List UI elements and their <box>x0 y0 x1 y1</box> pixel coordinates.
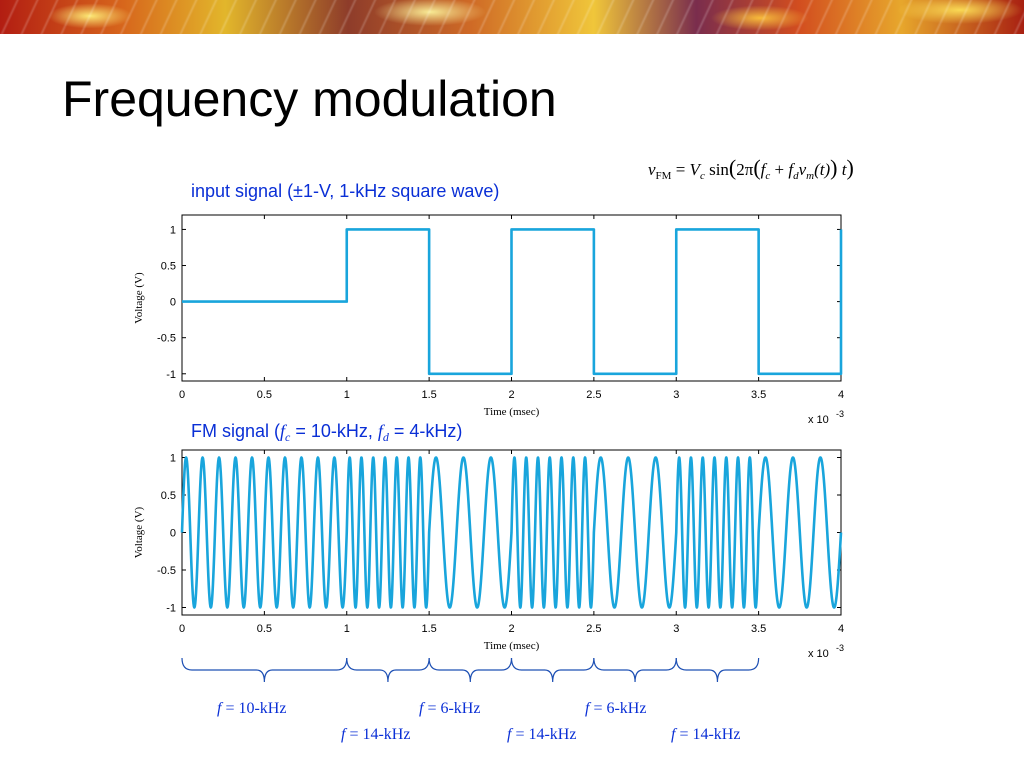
y-tick-label: -1 <box>166 603 176 615</box>
formula-t-arg: (t) <box>814 160 831 179</box>
chart-2: 0 0.5 1 1.5 2 2.5 3 3.5 4 1 0.5 0 -0.5 -1 Time (msec) V… <box>133 449 844 660</box>
x-tick-label: 3.5 <box>751 389 766 401</box>
x-tick-label: 2.5 <box>586 389 601 401</box>
brace-2 <box>346 657 430 683</box>
formula-plus: + <box>770 160 789 179</box>
x-tick-label: 1.5 <box>421 389 436 401</box>
formula-fc: f <box>760 160 766 179</box>
freq-label-6khz-1: f = 6-kHz <box>419 700 481 717</box>
input-signal-label: input signal (±1-V, 1-kHz square wave) <box>191 181 500 201</box>
formula-equals: = <box>671 160 690 179</box>
fm-label-fd: f <box>377 421 383 441</box>
y-tick-label: 1 <box>170 453 176 465</box>
brace-4 <box>510 657 595 683</box>
fm-label-fc-sub: c <box>285 430 291 444</box>
x-multiplier: x 10 <box>808 648 829 660</box>
freq-label-14khz-2: f = 14-kHz <box>507 726 577 743</box>
y-axis-label: Voltage (V) <box>133 506 145 558</box>
x-tick-label: 0 <box>179 389 185 401</box>
fm-label-fd-sub: d <box>382 430 389 444</box>
x-axis-label: Time (msec) <box>484 406 540 418</box>
y-tick-label: 1 <box>170 224 176 236</box>
x-tick-label: 3 <box>673 389 679 401</box>
y-tick-label: 0 <box>170 297 176 309</box>
freq-label-6khz-2: f = 6-kHz <box>585 700 647 717</box>
formula-paren-close-2: ) <box>830 155 838 180</box>
formula-vc-sub: c <box>699 170 705 182</box>
x-tick-label: 4 <box>838 389 844 401</box>
x-tick-label: 0 <box>179 623 185 635</box>
x-tick-label: 2.5 <box>586 623 601 635</box>
x-tick-label: 3 <box>673 623 679 635</box>
y-axis-label: Voltage (V) <box>133 272 145 324</box>
fm-label-prefix: FM signal ( <box>191 421 281 441</box>
y-tick-label: -0.5 <box>157 333 176 345</box>
x-tick-label: 1 <box>344 623 350 635</box>
formula-paren-close: ) <box>846 155 854 180</box>
brace-3 <box>428 657 513 683</box>
brace-5 <box>593 657 677 683</box>
y-tick-label: 0.5 <box>161 490 176 502</box>
fm-signal-label: FM signal (fc = 10-kHz, fd = 4-kHz) <box>191 421 462 445</box>
fm-formula: vFM = Vc sin(2π(fc + fdvm(t)) t) <box>648 155 854 182</box>
x-tick-label: 1 <box>344 389 350 401</box>
chart-1: 0 0.5 1 1.5 2 2.5 3 3.5 4 1 0.5 0 -0.5 -1 Time (msec) V… <box>133 214 844 426</box>
formula-two-pi: 2π <box>736 160 754 179</box>
formula-v: v <box>648 160 656 179</box>
formula-fc-sub: c <box>765 170 771 182</box>
brace-6 <box>675 657 760 683</box>
freq-label-14khz-1: f = 14-kHz <box>341 726 411 743</box>
freq-label-10khz: f = 10-kHz <box>217 700 287 717</box>
formula-paren-open-2: ( <box>753 155 761 180</box>
x-tick-label: 2 <box>508 623 514 635</box>
x-tick-label: 0.5 <box>257 389 272 401</box>
segment-braces <box>181 657 760 683</box>
x-axis-label: Time (msec) <box>484 640 540 652</box>
brace-1 <box>181 657 348 683</box>
freq-label-14khz-3: f = 14-kHz <box>671 726 741 743</box>
formula-vm: v <box>798 160 807 179</box>
formula-paren-open: ( <box>728 155 737 180</box>
x-tick-label: 0.5 <box>257 623 272 635</box>
x-multiplier: x 10 <box>808 414 829 426</box>
formula-sin: sin <box>704 160 729 179</box>
formula-fd: f <box>788 160 794 179</box>
formula-t: t <box>841 160 847 179</box>
x-tick-label: 3.5 <box>751 623 766 635</box>
decorative-header-banner <box>0 0 1024 34</box>
formula-vc: V <box>689 160 700 179</box>
fm-label-mid: = 10-kHz, <box>290 421 378 441</box>
formula-v-sub: FM <box>655 170 672 182</box>
fm-label-fc: f <box>280 421 286 441</box>
y-tick-label: 0 <box>170 528 176 540</box>
y-tick-label: -1 <box>166 369 176 381</box>
fm-label-end: = 4-kHz) <box>388 421 463 441</box>
y-tick-label: -0.5 <box>157 565 176 577</box>
x-tick-label: 1.5 <box>421 623 436 635</box>
signal-line <box>182 228 843 376</box>
formula-vm-sub: m <box>806 170 815 182</box>
formula-fd-sub: d <box>793 170 799 182</box>
y-tick-label: 0.5 <box>161 261 176 273</box>
slide-title: Frequency modulation <box>62 71 557 127</box>
x-tick-label: 2 <box>508 389 514 401</box>
x-multiplier-exponent: -3 <box>836 643 844 653</box>
x-multiplier-exponent: -3 <box>836 409 844 419</box>
x-tick-label: 4 <box>838 623 844 635</box>
signal-line <box>180 456 843 609</box>
